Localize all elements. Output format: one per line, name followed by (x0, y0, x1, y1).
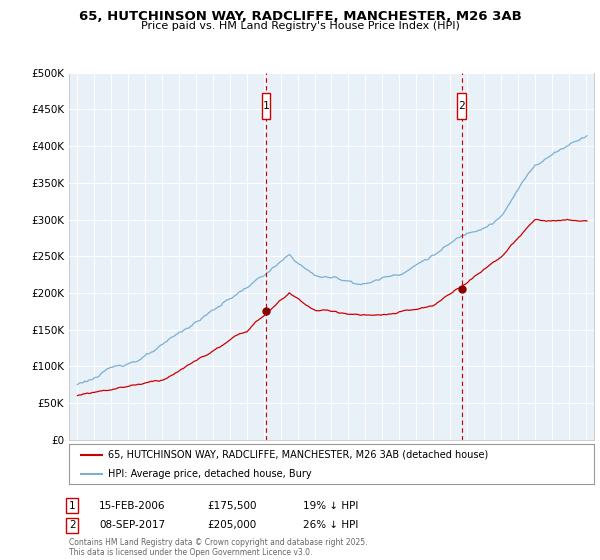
Text: 2: 2 (458, 101, 465, 111)
FancyBboxPatch shape (262, 92, 270, 119)
FancyBboxPatch shape (457, 92, 466, 119)
Text: 65, HUTCHINSON WAY, RADCLIFFE, MANCHESTER, M26 3AB (detached house): 65, HUTCHINSON WAY, RADCLIFFE, MANCHESTE… (109, 450, 488, 460)
Text: 65, HUTCHINSON WAY, RADCLIFFE, MANCHESTER, M26 3AB: 65, HUTCHINSON WAY, RADCLIFFE, MANCHESTE… (79, 10, 521, 23)
Text: HPI: Average price, detached house, Bury: HPI: Average price, detached house, Bury (109, 469, 312, 478)
Text: 26% ↓ HPI: 26% ↓ HPI (303, 520, 358, 530)
Text: Contains HM Land Registry data © Crown copyright and database right 2025.
This d: Contains HM Land Registry data © Crown c… (69, 538, 367, 557)
Text: Price paid vs. HM Land Registry's House Price Index (HPI): Price paid vs. HM Land Registry's House … (140, 21, 460, 31)
Text: 08-SEP-2017: 08-SEP-2017 (99, 520, 165, 530)
Text: 1: 1 (262, 101, 269, 111)
Text: 19% ↓ HPI: 19% ↓ HPI (303, 501, 358, 511)
Text: £205,000: £205,000 (207, 520, 256, 530)
Text: 2: 2 (69, 520, 76, 530)
Text: £175,500: £175,500 (207, 501, 257, 511)
Text: 1: 1 (69, 501, 76, 511)
Text: 15-FEB-2006: 15-FEB-2006 (99, 501, 166, 511)
